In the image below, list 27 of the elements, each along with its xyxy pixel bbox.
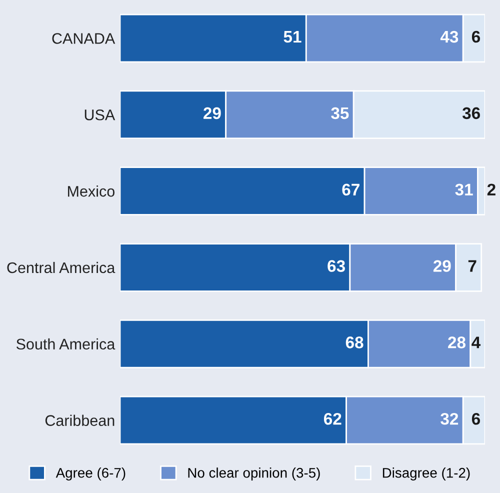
- data-label: 29: [204, 107, 221, 120]
- data-label: 67: [342, 184, 360, 196]
- data-label: 6: [472, 30, 480, 43]
- y-tick-label: Central America: [7, 262, 116, 274]
- y-tick-label: CANADA: [52, 33, 116, 44]
- y-tick-label: USA: [84, 109, 116, 120]
- data-label: 6: [472, 412, 480, 425]
- y-tick-label: Caribbean: [45, 414, 114, 426]
- data-label: 29: [433, 260, 451, 272]
- data-label: 28: [448, 336, 466, 348]
- data-label: 2: [487, 184, 496, 196]
- y-tick-label: South America: [16, 338, 116, 350]
- data-label: 51: [284, 31, 302, 43]
- data-label: 36: [462, 107, 480, 120]
- data-label: 63: [328, 260, 345, 272]
- data-label: 35: [331, 107, 349, 120]
- data-label: 62: [324, 412, 342, 425]
- data-label: 68: [346, 336, 364, 348]
- data-label: 4: [472, 336, 481, 348]
- data-label: 32: [440, 412, 458, 425]
- legend-label: Disagree (1-2): [382, 468, 470, 480]
- y-tick-label: Mexico: [68, 186, 114, 197]
- data-label: 43: [440, 30, 458, 43]
- data-label: 31: [455, 184, 473, 196]
- legend-label: Agree (6-7): [56, 468, 126, 480]
- data-label: 7: [468, 260, 476, 272]
- legend-label: No clear opinion (3-5): [188, 468, 320, 480]
